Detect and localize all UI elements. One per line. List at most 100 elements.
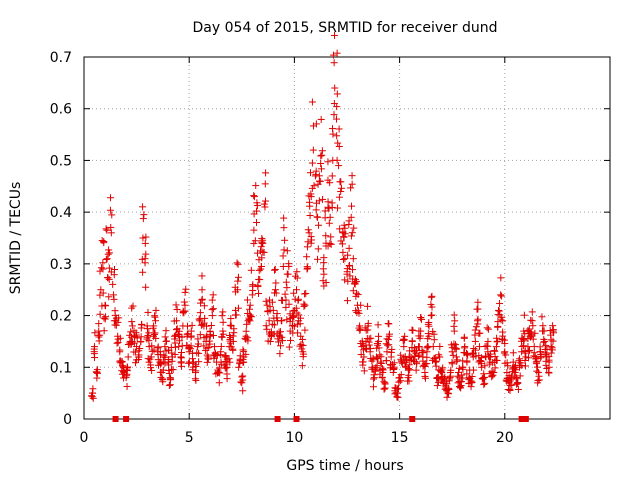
y-tick-label: 0.7 [50, 50, 72, 66]
data-point [238, 373, 246, 381]
data-point [341, 276, 349, 284]
data-point [474, 320, 482, 328]
data-point [470, 345, 478, 353]
data-point [135, 353, 143, 361]
data-point [115, 314, 123, 322]
data-point [386, 330, 394, 338]
data-point [143, 333, 151, 341]
data-point [541, 349, 549, 357]
data-point [349, 266, 357, 274]
data-point [310, 182, 318, 190]
data-point [493, 334, 501, 342]
data-point [318, 147, 326, 155]
data-point [488, 373, 496, 381]
data-point [483, 324, 491, 332]
data-point [306, 211, 314, 219]
data-point [308, 159, 316, 167]
data-point [415, 351, 423, 359]
data-point [432, 358, 440, 366]
data-point [270, 266, 278, 274]
data-point [418, 346, 426, 354]
data-point [281, 236, 289, 244]
data-point [204, 355, 212, 363]
data-point [294, 297, 302, 305]
data-point [209, 291, 217, 299]
data-point [109, 291, 117, 299]
data-point [534, 379, 542, 387]
data-point [207, 322, 215, 330]
data-point [333, 90, 341, 98]
data-point [493, 356, 501, 364]
data-point [393, 393, 401, 401]
y-tick-label: 0.6 [50, 102, 72, 118]
data-point [451, 344, 459, 352]
data-point [234, 277, 242, 285]
data-point [450, 322, 458, 330]
data-point [94, 331, 102, 339]
data-point [322, 232, 330, 240]
data-point [215, 379, 223, 387]
data-point [198, 272, 206, 280]
data-point [337, 187, 345, 195]
data-point [139, 215, 147, 223]
data-point [142, 283, 150, 291]
x-tick-label: 0 [80, 430, 89, 446]
data-point [348, 229, 356, 237]
data-point [470, 366, 478, 374]
data-point [529, 322, 537, 330]
data-point [91, 329, 99, 337]
data-point [254, 281, 262, 289]
data-point [464, 351, 472, 359]
data-point [341, 255, 349, 263]
data-point [234, 273, 242, 281]
grid [84, 57, 610, 419]
data-point [329, 130, 337, 138]
data-point [453, 356, 461, 364]
data-point [307, 169, 315, 177]
data-point [542, 357, 550, 365]
data-point [408, 337, 416, 345]
data-point [198, 286, 206, 294]
data-point [374, 321, 382, 329]
data-point [299, 341, 307, 349]
data-point [504, 362, 512, 370]
data-point [334, 139, 342, 147]
data-point [184, 322, 192, 330]
data-point [188, 321, 196, 329]
data-point [110, 295, 118, 303]
data-point [549, 322, 557, 330]
data-point [200, 302, 208, 310]
data-point [456, 383, 464, 391]
data-point [355, 309, 363, 317]
data-point [301, 301, 309, 309]
data-point [93, 368, 101, 376]
data-point [106, 249, 114, 257]
data-point [409, 326, 417, 334]
data-point [378, 373, 386, 381]
data-point [177, 354, 185, 362]
data-point [417, 314, 425, 322]
data-point [397, 355, 405, 363]
data-point [109, 280, 117, 288]
data-point [283, 316, 291, 324]
data-point [194, 335, 202, 343]
data-point [348, 180, 356, 188]
data-point [528, 308, 536, 316]
data-point [498, 313, 506, 321]
data-point [365, 335, 373, 343]
data-point [171, 350, 179, 358]
data-point [514, 385, 522, 393]
data-point [295, 311, 303, 319]
data-point [375, 332, 383, 340]
data-point [344, 277, 352, 285]
data-point [545, 369, 553, 377]
data-point [300, 302, 308, 310]
data-point [345, 220, 353, 228]
data-point [271, 265, 279, 273]
data-point [415, 343, 423, 351]
data-point [486, 350, 494, 358]
data-point [445, 385, 453, 393]
data-point [205, 343, 213, 351]
data-point [506, 381, 514, 389]
